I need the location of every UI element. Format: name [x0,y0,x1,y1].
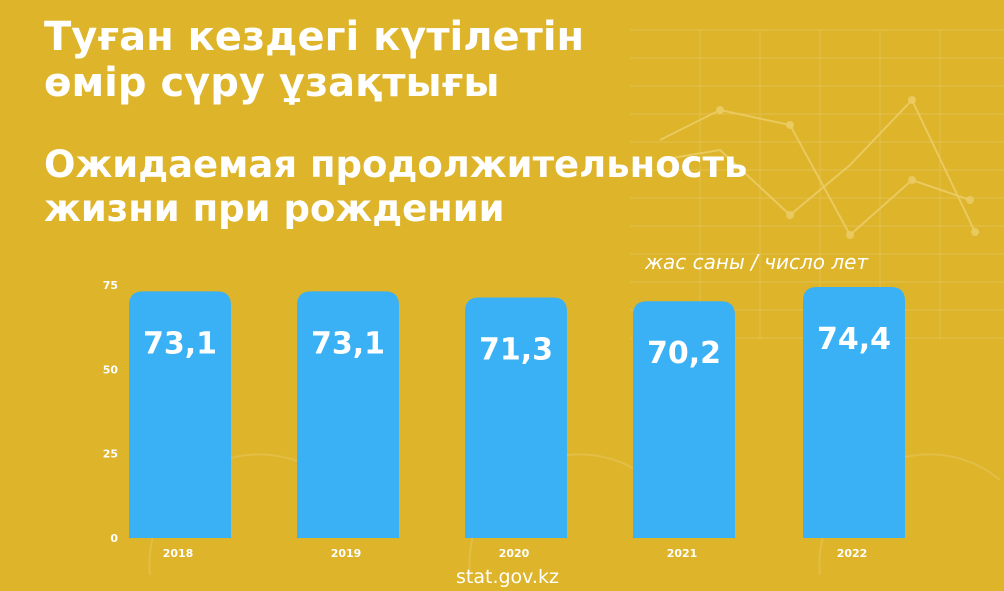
x-tick-label: 2022 [837,547,868,560]
unit-label: жас саны / число лет [645,250,869,274]
y-tick-label: 50 [103,363,119,376]
value-label: 74,4 [817,322,891,357]
y-tick-label: 25 [103,448,118,461]
title-kazakh: Туған кездегі күтілетін өмір сүру ұзақты… [44,14,585,106]
x-tick-label: 2019 [331,547,362,560]
bar-2019 [297,291,399,538]
value-label: 71,3 [479,332,553,367]
x-tick-label: 2018 [163,547,194,560]
x-tick-label: 2021 [667,547,698,560]
value-label: 70,2 [647,336,721,371]
y-tick-label: 75 [103,279,118,292]
bar-2020 [465,297,567,538]
value-label: 73,1 [311,326,385,361]
source-label: stat.gov.kz [456,566,559,588]
bar-2021 [633,301,735,538]
title-russian: Ожидаемая продолжительность жизни при ро… [44,143,748,230]
bar-2018 [129,291,231,538]
x-tick-label: 2020 [499,547,530,560]
y-tick-label: 0 [110,532,118,545]
value-label: 73,1 [143,326,217,361]
bar-2022 [803,287,905,538]
